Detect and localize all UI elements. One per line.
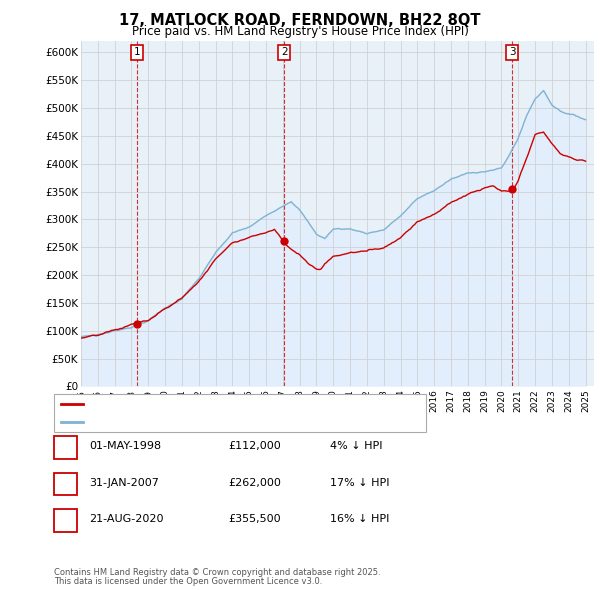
- Text: 01-MAY-1998: 01-MAY-1998: [89, 441, 161, 451]
- Text: HPI: Average price, detached house, Dorset: HPI: Average price, detached house, Dors…: [90, 417, 317, 427]
- Text: 3: 3: [62, 516, 69, 526]
- Text: 17, MATLOCK ROAD, FERNDOWN, BH22 8QT: 17, MATLOCK ROAD, FERNDOWN, BH22 8QT: [119, 13, 481, 28]
- Text: 21-AUG-2020: 21-AUG-2020: [89, 514, 163, 525]
- Text: 17, MATLOCK ROAD, FERNDOWN, BH22 8QT (detached house): 17, MATLOCK ROAD, FERNDOWN, BH22 8QT (de…: [90, 399, 415, 409]
- Text: 2: 2: [62, 479, 69, 489]
- Text: 2: 2: [281, 47, 287, 57]
- Text: £262,000: £262,000: [228, 478, 281, 488]
- Text: £112,000: £112,000: [228, 441, 281, 451]
- Text: £355,500: £355,500: [228, 514, 281, 525]
- Text: 17% ↓ HPI: 17% ↓ HPI: [330, 478, 389, 488]
- Text: 1: 1: [134, 47, 140, 57]
- Text: Contains HM Land Registry data © Crown copyright and database right 2025.: Contains HM Land Registry data © Crown c…: [54, 568, 380, 576]
- Text: 1: 1: [62, 442, 69, 453]
- Text: 4% ↓ HPI: 4% ↓ HPI: [330, 441, 383, 451]
- Text: 16% ↓ HPI: 16% ↓ HPI: [330, 514, 389, 525]
- Text: Price paid vs. HM Land Registry's House Price Index (HPI): Price paid vs. HM Land Registry's House …: [131, 25, 469, 38]
- Text: This data is licensed under the Open Government Licence v3.0.: This data is licensed under the Open Gov…: [54, 577, 322, 586]
- Text: 31-JAN-2007: 31-JAN-2007: [89, 478, 158, 488]
- Text: 3: 3: [509, 47, 515, 57]
